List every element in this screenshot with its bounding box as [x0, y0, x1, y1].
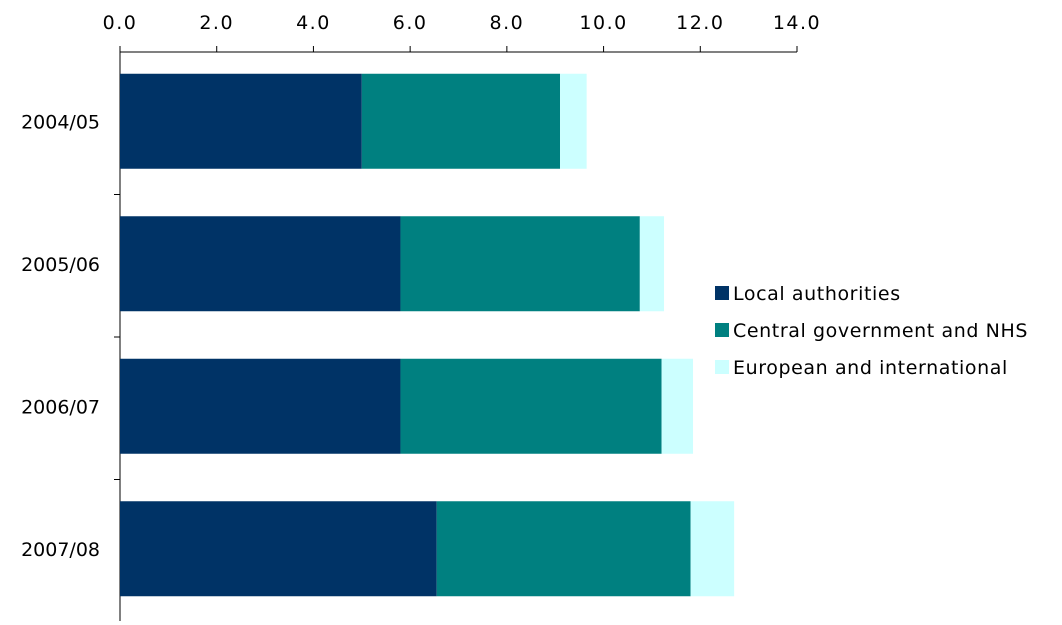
legend: Local authorities Central government and …: [715, 283, 1028, 379]
bar-segment: [400, 358, 662, 454]
bar-segment: [639, 216, 665, 312]
x-tick-label: 4.0: [296, 12, 331, 34]
legend-swatch: [715, 360, 729, 374]
x-tick-label: 12.0: [676, 12, 724, 34]
bar-segment: [120, 73, 362, 169]
x-tick-label: 10.0: [579, 12, 627, 34]
legend-swatch: [715, 286, 729, 300]
legend-label: Local authorities: [733, 283, 901, 305]
x-tick-label: 14.0: [773, 12, 821, 34]
bar-segment: [560, 73, 587, 169]
bar-segment: [690, 501, 735, 597]
bar-segment: [120, 501, 437, 597]
category-label: 2007/08: [21, 539, 100, 561]
bar-segment: [120, 216, 401, 312]
bar-segment: [120, 358, 401, 454]
legend-label: European and international: [733, 357, 1008, 379]
legend-swatch: [715, 323, 729, 337]
x-tick-label: 8.0: [489, 12, 524, 34]
x-tick-label: 6.0: [393, 12, 428, 34]
legend-label: Central government and NHS: [733, 320, 1028, 342]
bar-segment: [661, 358, 694, 454]
bar-segment: [361, 73, 561, 169]
category-label: 2006/07: [21, 396, 100, 418]
category-label: 2004/05: [21, 111, 100, 133]
bars: [120, 73, 735, 597]
bar-segment: [436, 501, 691, 597]
x-tick-label: 2.0: [199, 12, 234, 34]
bar-segment: [400, 216, 640, 312]
category-label: 2005/06: [21, 254, 100, 276]
axes: 0.0 2.0 4.0 6.0 8.0 10.0 12.0 14.0 2004/05 2005/0…: [21, 12, 821, 621]
x-tick-label: 0.0: [103, 12, 138, 34]
